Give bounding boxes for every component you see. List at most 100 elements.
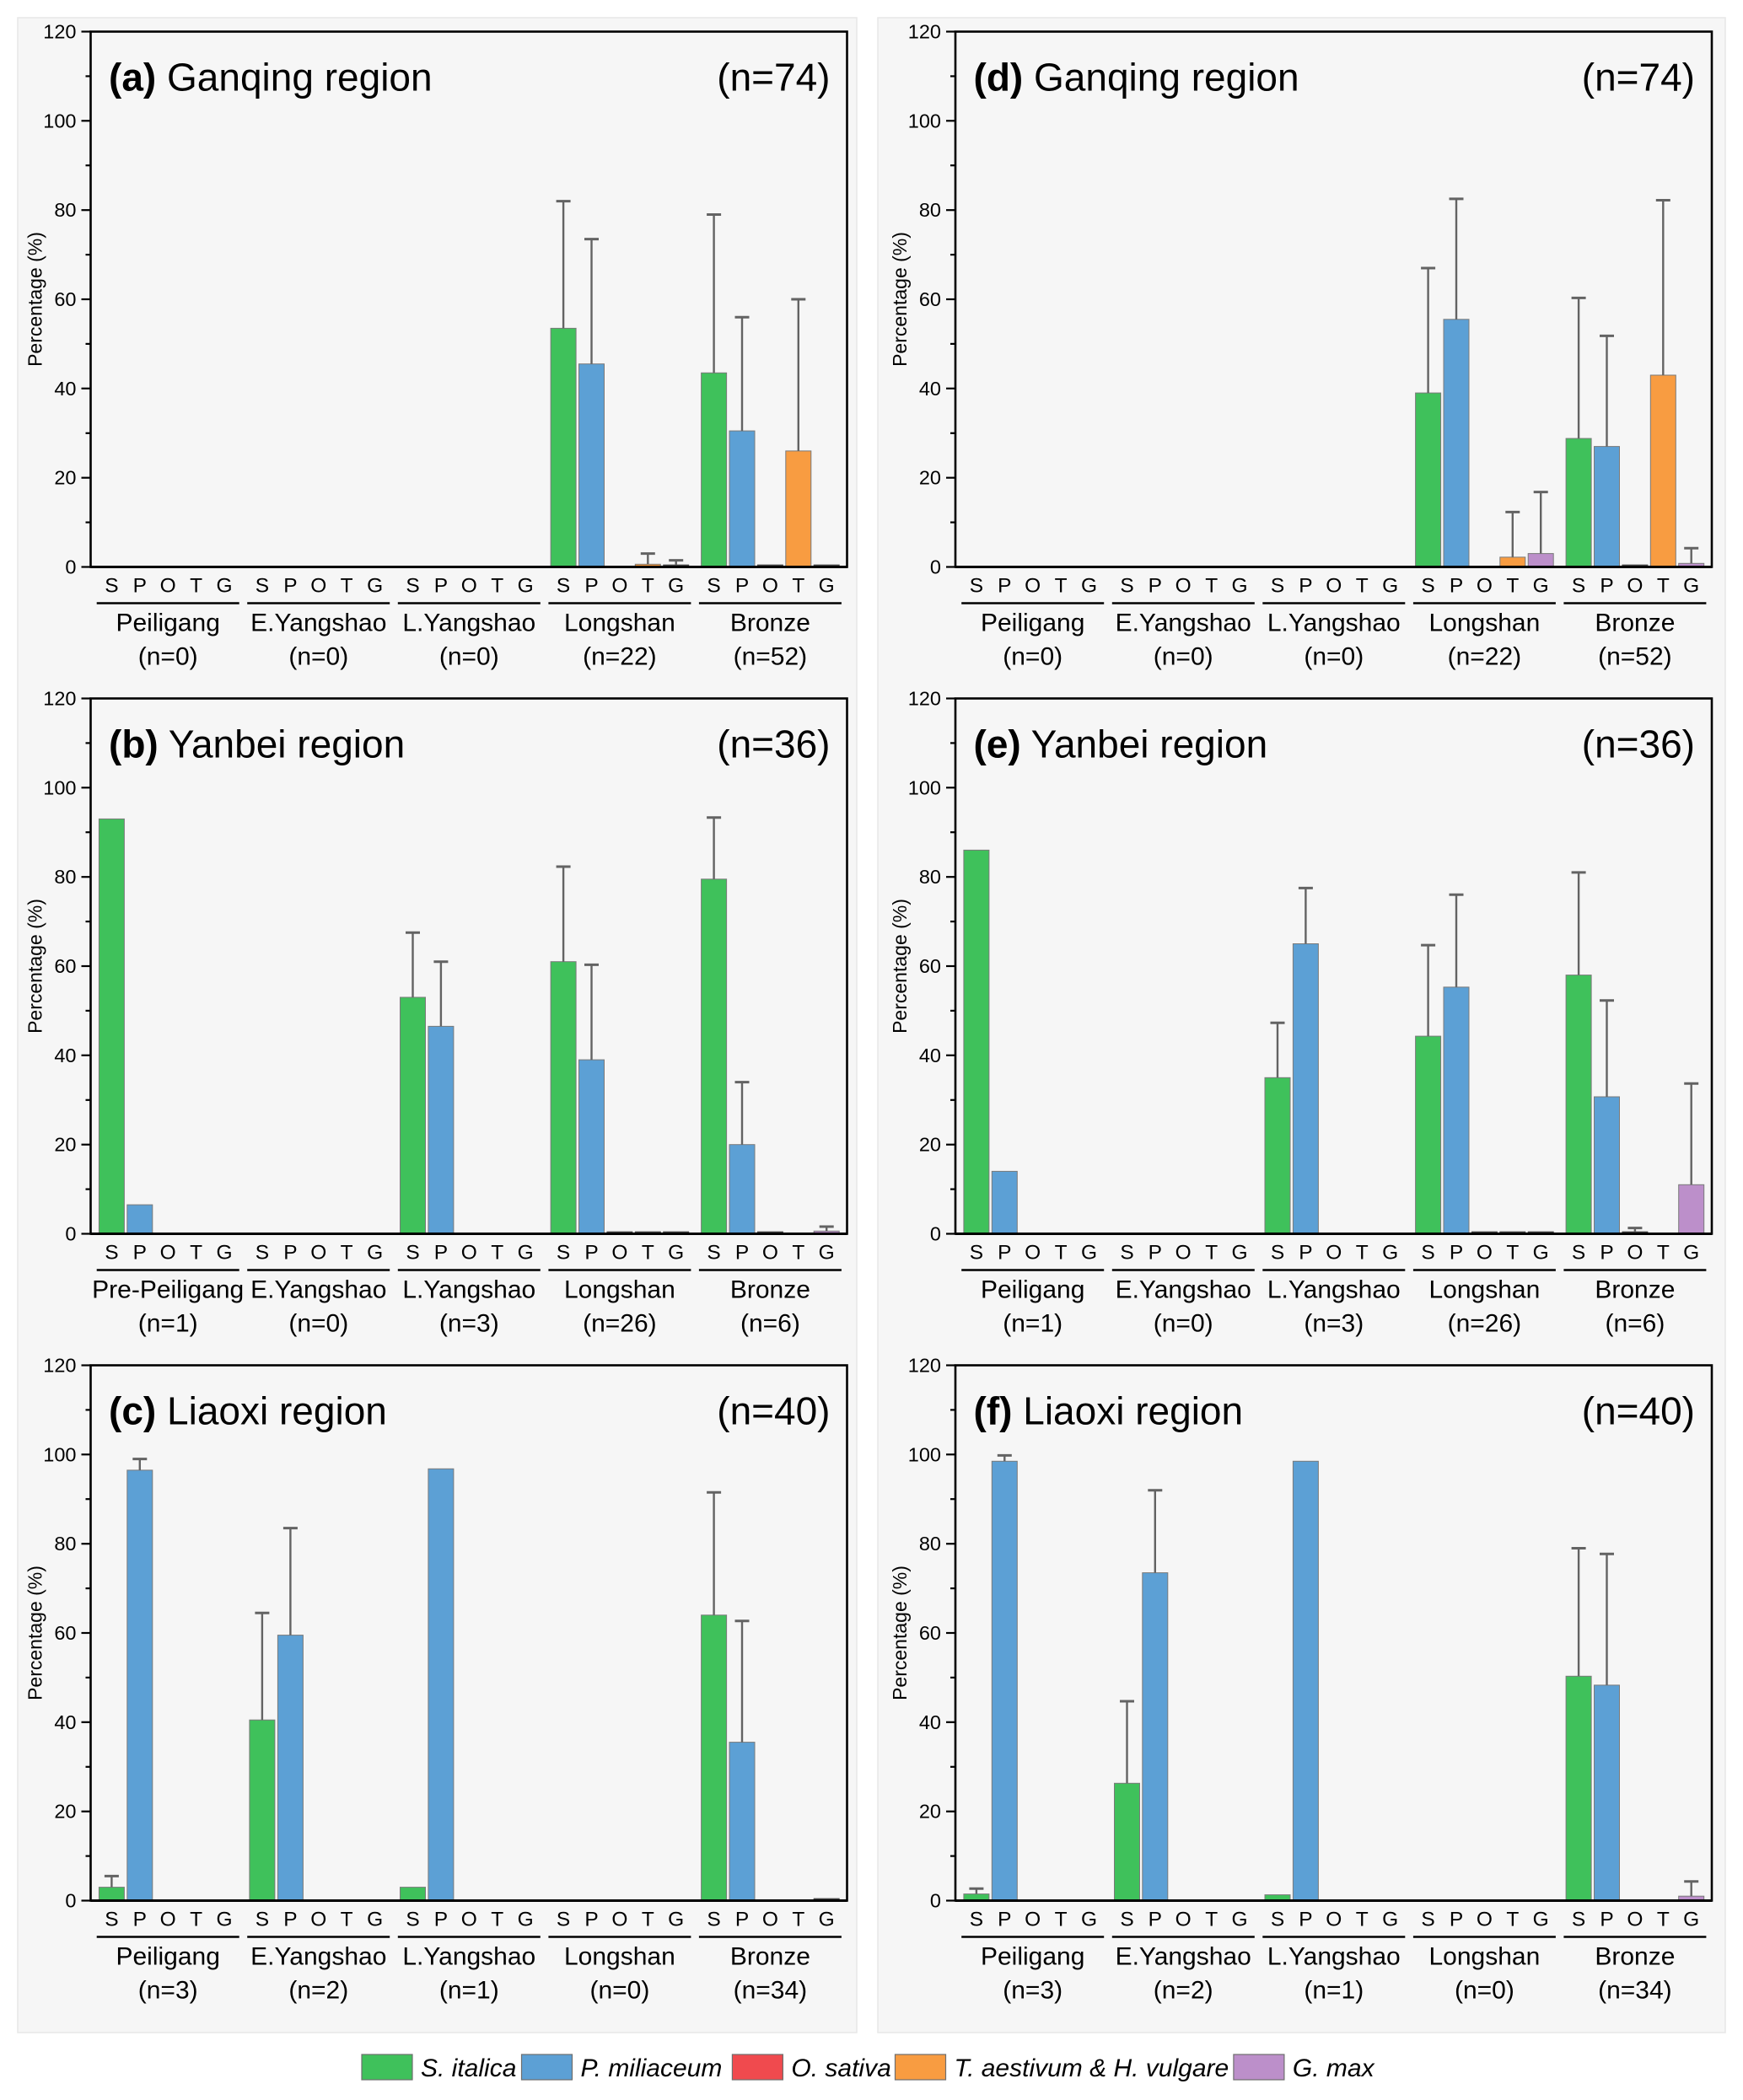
svg-text:0: 0 xyxy=(930,1890,941,1912)
svg-text:(n=2): (n=2) xyxy=(1154,1977,1213,2005)
svg-text:P: P xyxy=(133,575,147,598)
svg-text:O: O xyxy=(461,1909,477,1931)
svg-text:(n=3): (n=3) xyxy=(1304,1310,1364,1338)
svg-text:O: O xyxy=(1627,1242,1643,1265)
svg-text:100: 100 xyxy=(908,110,941,132)
svg-text:O: O xyxy=(1175,1909,1192,1931)
svg-text:40: 40 xyxy=(54,1045,76,1066)
svg-text:G: G xyxy=(1533,1909,1549,1931)
svg-text:T: T xyxy=(341,1909,353,1931)
svg-text:(n=6): (n=6) xyxy=(740,1310,800,1338)
svg-text:T: T xyxy=(190,575,202,598)
svg-text:S: S xyxy=(1572,1909,1585,1931)
svg-text:40: 40 xyxy=(54,378,76,400)
svg-text:S: S xyxy=(1120,1242,1133,1265)
svg-text:O: O xyxy=(1627,1909,1643,1931)
svg-text:80: 80 xyxy=(919,199,941,221)
svg-text:(n=1): (n=1) xyxy=(1003,1310,1062,1338)
svg-text:O: O xyxy=(461,1242,477,1265)
svg-text:P: P xyxy=(584,1242,598,1265)
svg-text:O: O xyxy=(1025,1909,1041,1931)
svg-text:E.Yangshao: E.Yangshao xyxy=(250,1276,386,1304)
svg-text:80: 80 xyxy=(54,866,76,888)
svg-text:O. sativa: O. sativa xyxy=(791,2054,890,2082)
svg-text:T. aestivum & H. vulgare: T. aestivum & H. vulgare xyxy=(955,2054,1229,2082)
svg-text:T: T xyxy=(190,1909,202,1931)
svg-text:P: P xyxy=(735,1909,749,1931)
svg-text:Peiligang: Peiligang xyxy=(981,1276,1084,1304)
svg-text:(n=36): (n=36) xyxy=(1582,722,1695,766)
svg-text:(n=22): (n=22) xyxy=(1448,643,1522,671)
svg-text:100: 100 xyxy=(908,1443,941,1465)
svg-text:60: 60 xyxy=(919,1622,941,1644)
svg-text:T: T xyxy=(1657,1242,1670,1265)
svg-text:(n=0): (n=0) xyxy=(1455,1977,1514,2005)
svg-text:0: 0 xyxy=(930,1223,941,1245)
svg-text:(n=40): (n=40) xyxy=(1582,1389,1695,1433)
svg-text:G: G xyxy=(367,575,383,598)
svg-text:S: S xyxy=(1120,575,1133,598)
svg-text:G: G xyxy=(1683,1242,1699,1265)
svg-text:O: O xyxy=(762,1242,778,1265)
svg-text:S: S xyxy=(557,1909,570,1931)
svg-text:P: P xyxy=(584,575,598,598)
svg-text:T: T xyxy=(792,1242,804,1265)
svg-text:(n=34): (n=34) xyxy=(1598,1977,1672,2005)
svg-text:80: 80 xyxy=(54,199,76,221)
svg-text:O: O xyxy=(1326,1242,1342,1265)
svg-text:(n=0): (n=0) xyxy=(439,643,499,671)
svg-text:O: O xyxy=(1477,1242,1493,1265)
svg-text:Longshan: Longshan xyxy=(1429,1943,1541,1971)
svg-text:120: 120 xyxy=(43,1355,76,1377)
svg-text:S: S xyxy=(406,1242,419,1265)
svg-text:40: 40 xyxy=(54,1711,76,1733)
svg-text:G: G xyxy=(1081,1242,1097,1265)
svg-text:G: G xyxy=(1533,1242,1549,1265)
svg-text:(n=26): (n=26) xyxy=(1448,1310,1522,1338)
svg-text:40: 40 xyxy=(919,1711,941,1733)
svg-text:P. miliaceum: P. miliaceum xyxy=(581,2054,723,2082)
svg-text:(n=1): (n=1) xyxy=(439,1977,499,2005)
svg-text:G: G xyxy=(1382,575,1398,598)
svg-text:120: 120 xyxy=(908,1355,941,1377)
svg-text:O: O xyxy=(461,575,477,598)
svg-text:L.Yangshao: L.Yangshao xyxy=(1267,1943,1401,1971)
svg-text:60: 60 xyxy=(919,955,941,977)
svg-text:T: T xyxy=(491,575,503,598)
svg-text:S: S xyxy=(256,1909,269,1931)
svg-text:20: 20 xyxy=(919,1134,941,1156)
svg-text:80: 80 xyxy=(919,866,941,888)
svg-text:Longshan: Longshan xyxy=(564,1276,675,1304)
svg-text:P: P xyxy=(1600,575,1613,598)
svg-text:T: T xyxy=(341,1242,353,1265)
svg-text:80: 80 xyxy=(919,1533,941,1555)
svg-text:Bronze: Bronze xyxy=(730,1943,810,1971)
svg-text:20: 20 xyxy=(54,467,76,489)
svg-text:G: G xyxy=(1382,1909,1398,1931)
svg-text:S: S xyxy=(970,1909,983,1931)
svg-text:60: 60 xyxy=(54,1622,76,1644)
svg-text:40: 40 xyxy=(919,378,941,400)
svg-text:G: G xyxy=(1683,1909,1699,1931)
svg-text:120: 120 xyxy=(43,21,76,43)
svg-text:(n=6): (n=6) xyxy=(1605,1310,1665,1338)
svg-text:G: G xyxy=(216,575,232,598)
svg-text:120: 120 xyxy=(908,21,941,43)
svg-text:O: O xyxy=(611,1242,627,1265)
svg-text:G: G xyxy=(668,575,684,598)
svg-text:G: G xyxy=(216,1242,232,1265)
svg-text:(n=0): (n=0) xyxy=(288,643,348,671)
svg-text:P: P xyxy=(1149,1242,1162,1265)
svg-text:(n=3): (n=3) xyxy=(1003,1977,1062,2005)
svg-text:G: G xyxy=(1231,1242,1247,1265)
svg-text:(n=0): (n=0) xyxy=(1304,643,1364,671)
svg-text:(n=74): (n=74) xyxy=(717,56,830,99)
svg-text:O: O xyxy=(762,575,778,598)
svg-text:S: S xyxy=(1572,575,1585,598)
svg-text:O: O xyxy=(310,1242,326,1265)
svg-text:G: G xyxy=(819,575,835,598)
svg-text:0: 0 xyxy=(65,1890,76,1912)
svg-text:T: T xyxy=(1657,575,1670,598)
svg-text:O: O xyxy=(1175,575,1192,598)
svg-text:S: S xyxy=(1271,1909,1284,1931)
